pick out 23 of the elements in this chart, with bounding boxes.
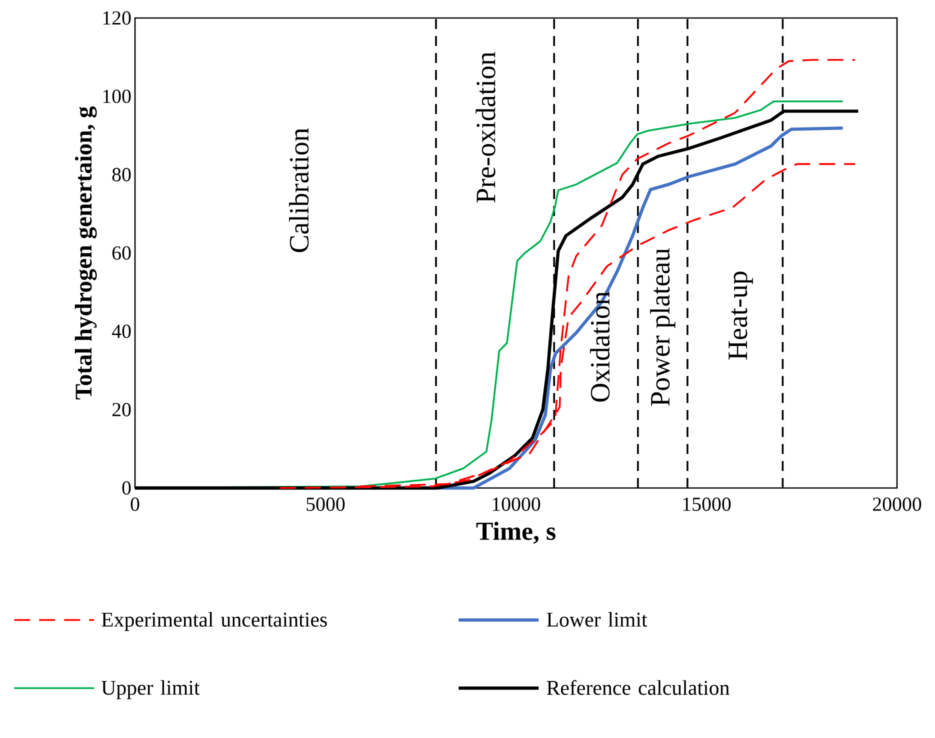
y-axis-title: Total hydrogen genertaion, g xyxy=(74,106,97,400)
x-tick-label: 20000 xyxy=(872,498,922,511)
x-tick-label: 0 xyxy=(130,498,140,511)
annotation: Oxidation xyxy=(590,292,610,402)
legend-label: Upper limit xyxy=(101,680,200,700)
annotation: Pre-oxidation xyxy=(476,52,496,203)
y-tick-label: 0 xyxy=(122,481,131,495)
y-tick-label: 120 xyxy=(103,11,131,25)
x-tick-label: 10000 xyxy=(492,498,540,511)
annotation: Calibration xyxy=(289,128,309,252)
x-tick-label: 5000 xyxy=(306,498,345,511)
legend-label: Experimental uncertainties xyxy=(102,612,327,631)
x-tick-label: 15000 xyxy=(683,498,731,511)
annotation: Heat-up xyxy=(728,272,753,360)
legend-label: Lower limit xyxy=(546,612,648,627)
x-axis-title: Time, s xyxy=(476,522,556,544)
legend-label: Reference calculation xyxy=(546,680,730,695)
y-tick-label: 60 xyxy=(112,246,131,260)
y-tick-label: 100 xyxy=(103,90,131,104)
y-tick-label: 80 xyxy=(112,168,131,182)
y-tick-label: 40 xyxy=(112,324,131,338)
annotation: Power plateau xyxy=(650,248,676,406)
y-tick-label: 20 xyxy=(112,402,131,416)
